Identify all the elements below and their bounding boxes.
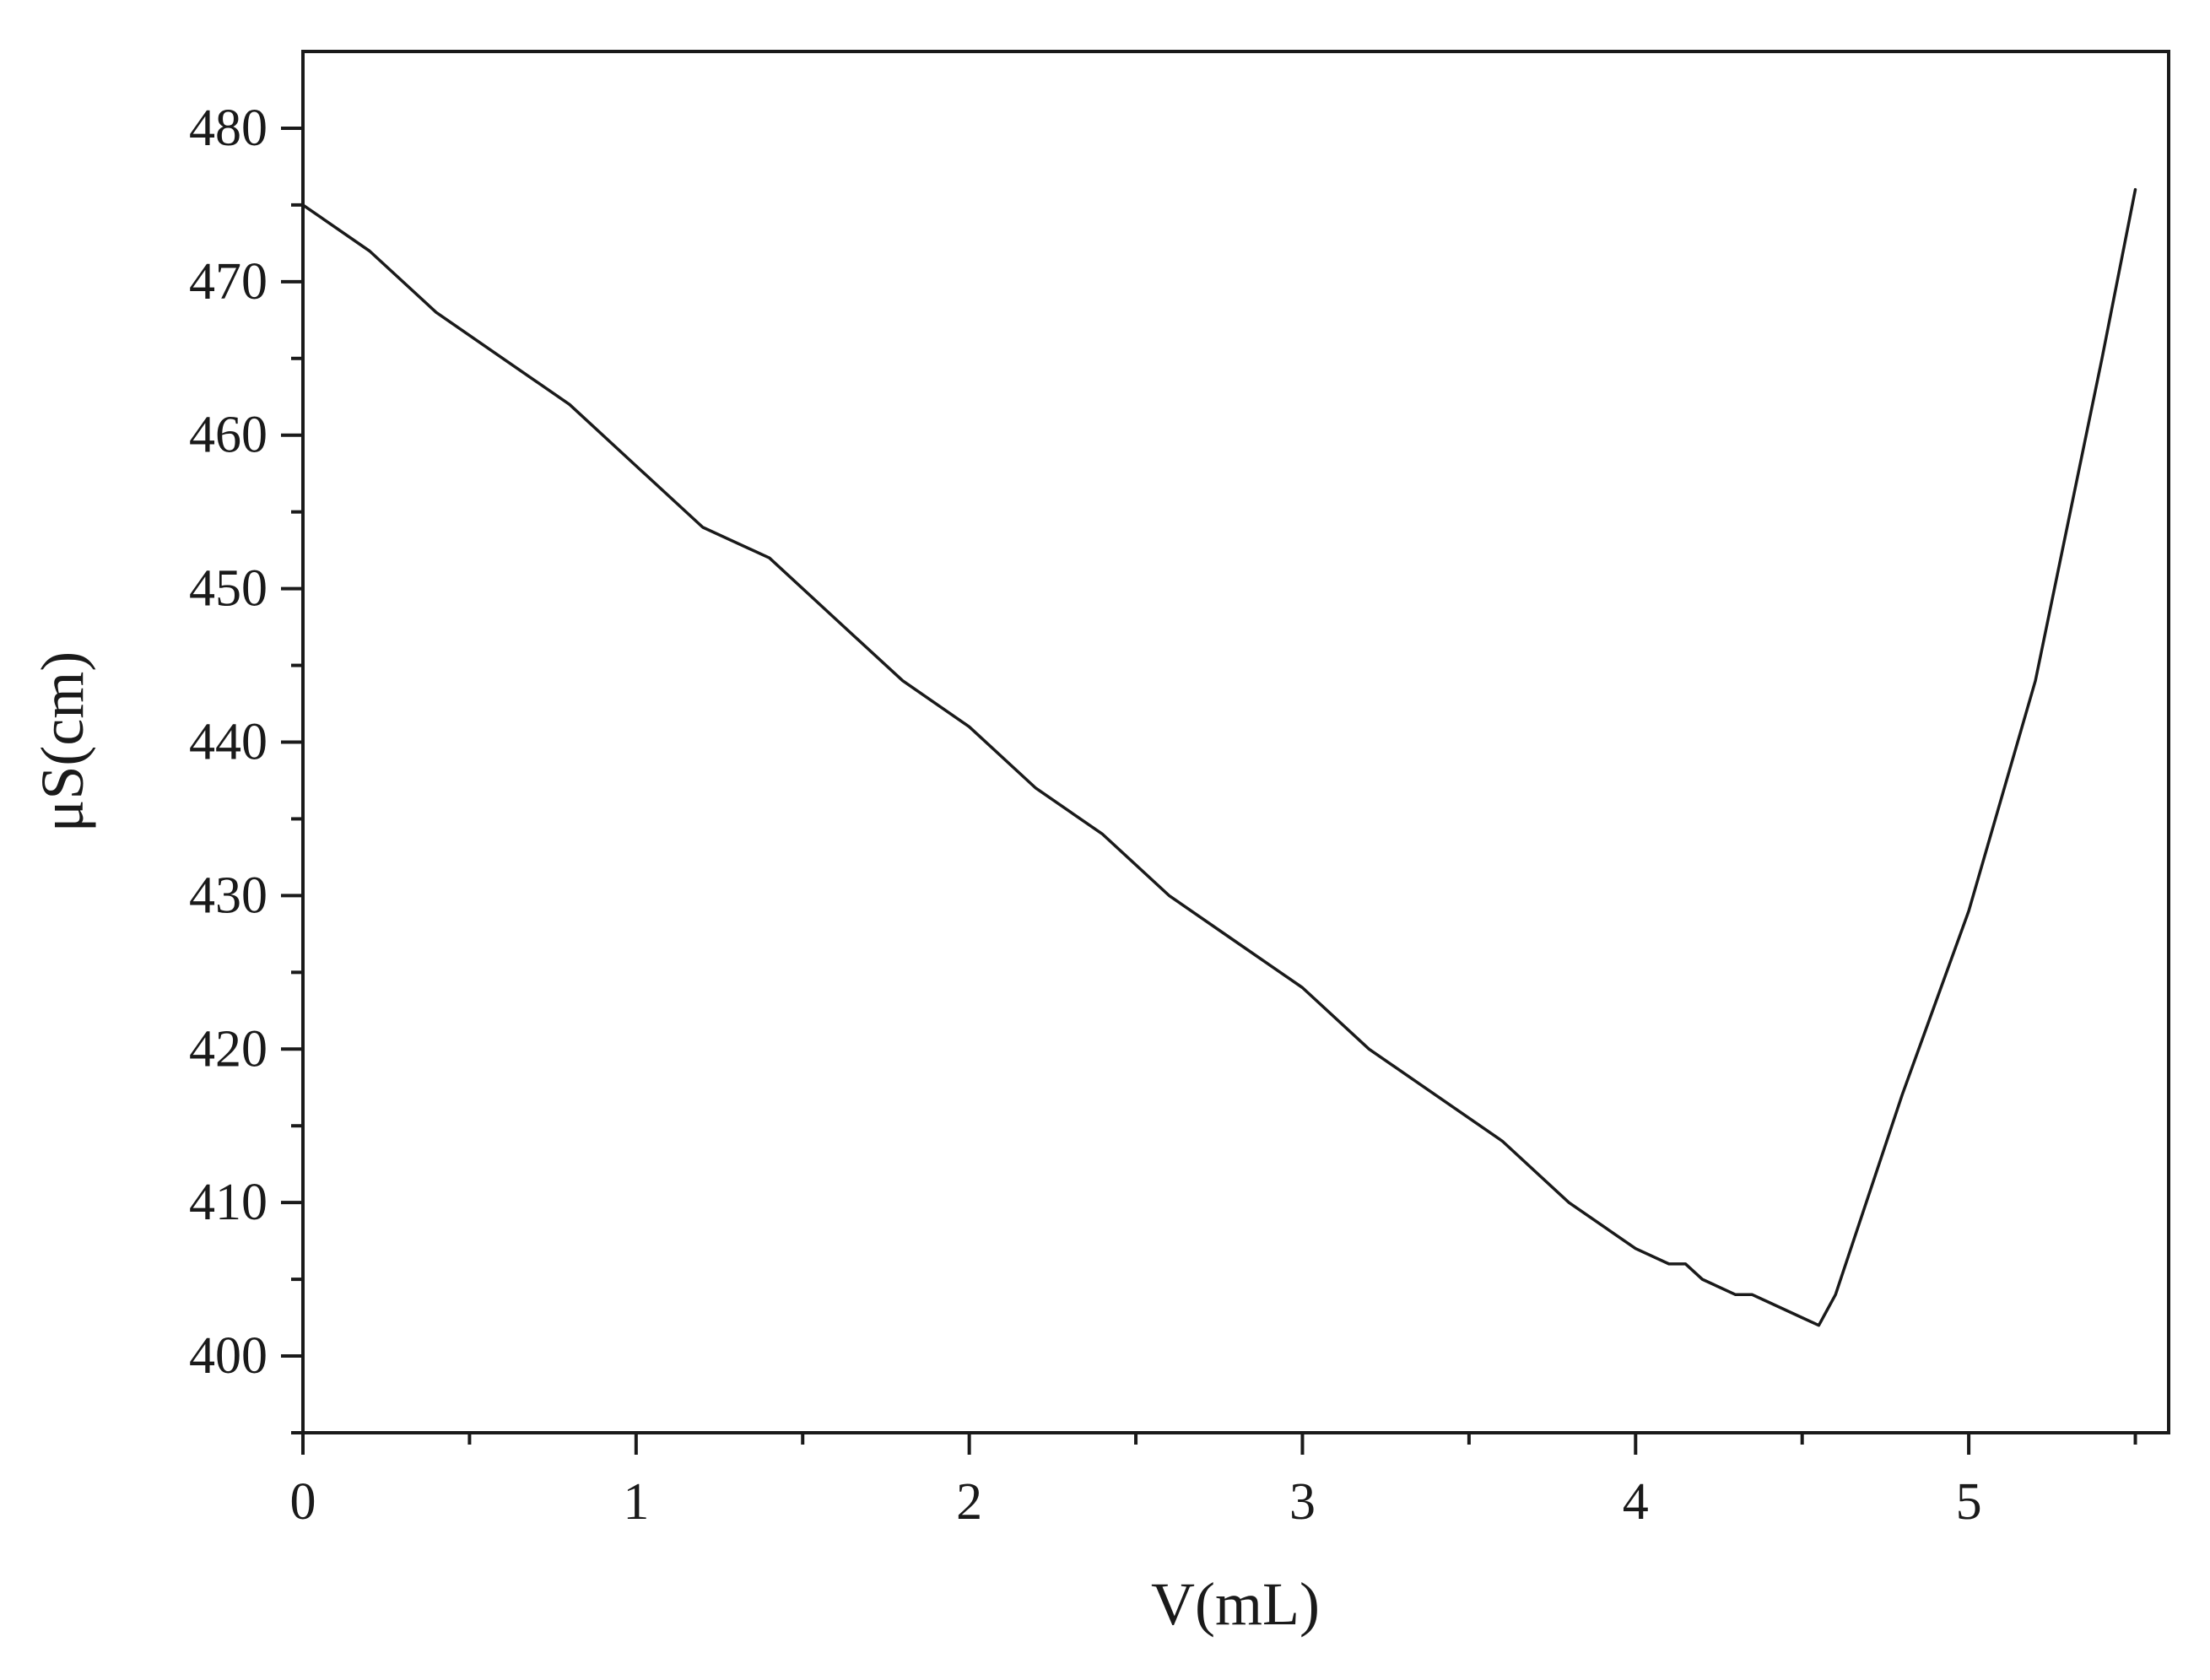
y-axis-title: μS(cm) — [29, 651, 96, 833]
y-tick-label: 480 — [189, 100, 267, 157]
x-axis: 0 1 2 3 4 5 — [290, 1433, 2137, 1531]
plot-frame — [301, 50, 2170, 1434]
y-tick-label: 440 — [189, 714, 267, 771]
series-line-1 — [301, 187, 2137, 1327]
y-tick-label: 420 — [189, 1020, 267, 1078]
x-tick-label: 4 — [1623, 1473, 1649, 1531]
y-tick-label: 450 — [189, 560, 267, 618]
series-layer — [301, 187, 2137, 1327]
y-tick-label: 410 — [189, 1174, 267, 1231]
y-tick-label: 460 — [189, 407, 267, 464]
x-tick-label: 3 — [1289, 1473, 1316, 1531]
y-axis: 400 410 420 430 440 450 460 470 480 — [189, 100, 303, 1434]
x-tick-label: 0 — [290, 1473, 316, 1531]
x-axis-title: V(mL) — [1151, 1570, 1320, 1638]
x-tick-label: 2 — [956, 1473, 982, 1531]
y-tick-label: 470 — [189, 253, 267, 311]
y-tick-label: 400 — [189, 1327, 267, 1385]
y-tick-label: 430 — [189, 867, 267, 924]
x-tick-label: 1 — [623, 1473, 649, 1531]
x-tick-label: 5 — [1956, 1473, 1982, 1531]
